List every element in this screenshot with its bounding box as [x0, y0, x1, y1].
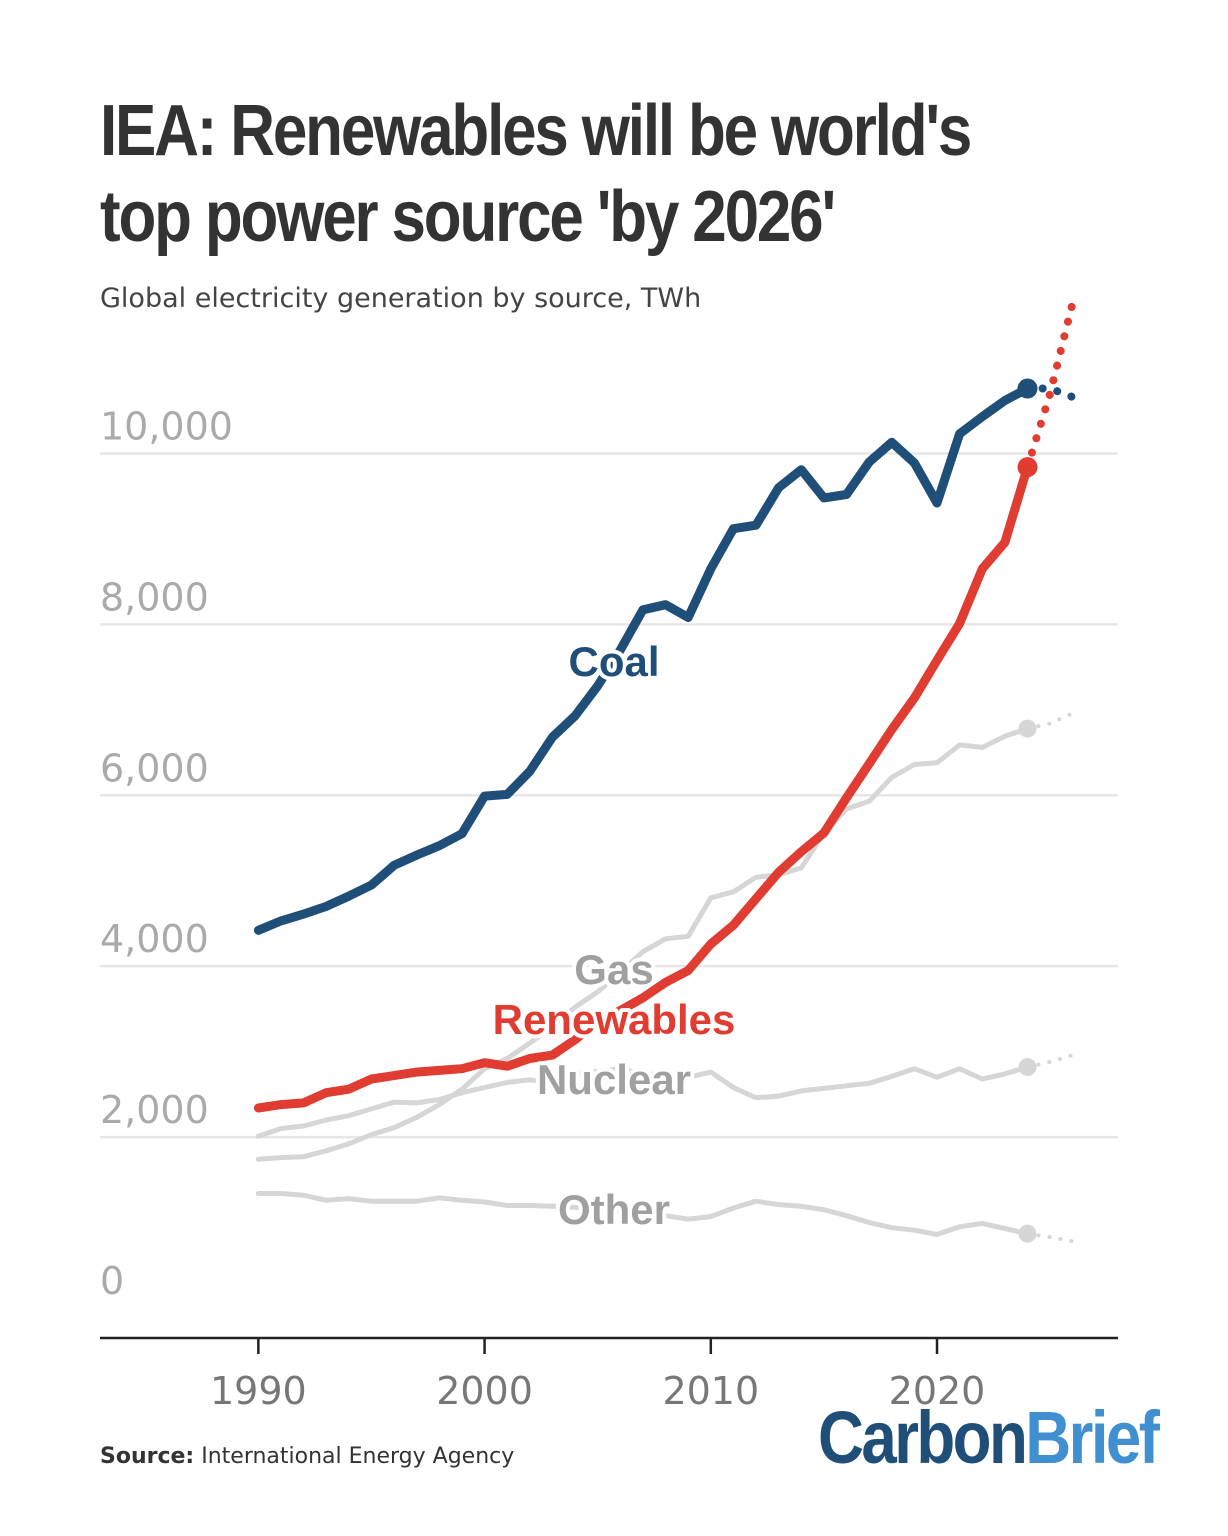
gas-line: [255, 726, 1030, 1162]
logo-brief: Brief: [1025, 1396, 1160, 1479]
y-tick-labels: 0 2,000 4,000 6,000 8,000 10,000: [100, 404, 233, 1303]
nuclear-end-dot: [1018, 1058, 1037, 1077]
x-tick-label-2010: 2010: [662, 1369, 759, 1413]
y-tick-label-4000: 4,000: [100, 917, 209, 961]
nuclear-label-halo: Nuclear: [537, 1056, 691, 1103]
source-text: International Energy Agency: [201, 1444, 515, 1469]
nuclear-line: [255, 1064, 1030, 1139]
coal-line: [253, 384, 1032, 935]
chart-subtitle: Global electricity generation by source,…: [100, 283, 702, 314]
gas-forecast-line: [1025, 711, 1075, 731]
renewables-label: Renewables: [493, 996, 736, 1043]
chart-title: IEA: Renewables will be world's top powe…: [100, 91, 972, 257]
other-forecast-line: [1025, 1231, 1075, 1244]
source-label: Source:: [100, 1444, 195, 1469]
y-tick-label-8000: 8,000: [100, 575, 209, 619]
x-tick-label-1990: 1990: [210, 1369, 307, 1413]
renewables-forecast-line: [1023, 298, 1077, 472]
renewables-end-dot: [1017, 457, 1038, 478]
x-tick-label-2000: 2000: [436, 1369, 533, 1413]
other-label: Other: [558, 1186, 670, 1233]
coal-label: Coal: [568, 638, 659, 685]
other-line: [255, 1191, 1030, 1237]
y-tick-label-2000: 2,000: [100, 1088, 209, 1132]
coal-label-halo: Coal: [568, 638, 659, 685]
y-tick-label-0: 0: [100, 1259, 124, 1303]
logo-carbon: Carbon: [818, 1396, 1028, 1479]
nuclear-label: Nuclear: [537, 1056, 691, 1103]
other-label-halo: Other: [558, 1186, 670, 1233]
y-tick-label-10000: 10,000: [100, 404, 233, 448]
x-tick-label-2020: 2020: [889, 1369, 986, 1413]
grid-lines: [100, 452, 1118, 1340]
carbonbrief-logo: CarbonBrief: [818, 1396, 1160, 1480]
y-tick-label-6000: 6,000: [100, 746, 209, 790]
color-series-layer: [253, 298, 1077, 1113]
gray-series-layer: [255, 711, 1075, 1244]
other-end-dot: [1018, 1224, 1037, 1243]
gas-label: Gas: [574, 946, 653, 993]
x-tick-labels: 1990 2000 2010 2020: [210, 1338, 985, 1413]
source-note: Source: International Energy Agency: [100, 1444, 514, 1469]
gas-end-dot: [1018, 719, 1037, 738]
nuclear-forecast-line: [1025, 1053, 1075, 1069]
coal-end-dot: [1017, 378, 1038, 399]
gas-label-halo: Gas: [574, 946, 653, 993]
series-labels: CoalCoalGasGasRenewablesRenewablesNuclea…: [489, 634, 740, 1237]
renewables-label-halo: Renewables: [493, 996, 736, 1043]
renewables-line: [253, 462, 1032, 1113]
